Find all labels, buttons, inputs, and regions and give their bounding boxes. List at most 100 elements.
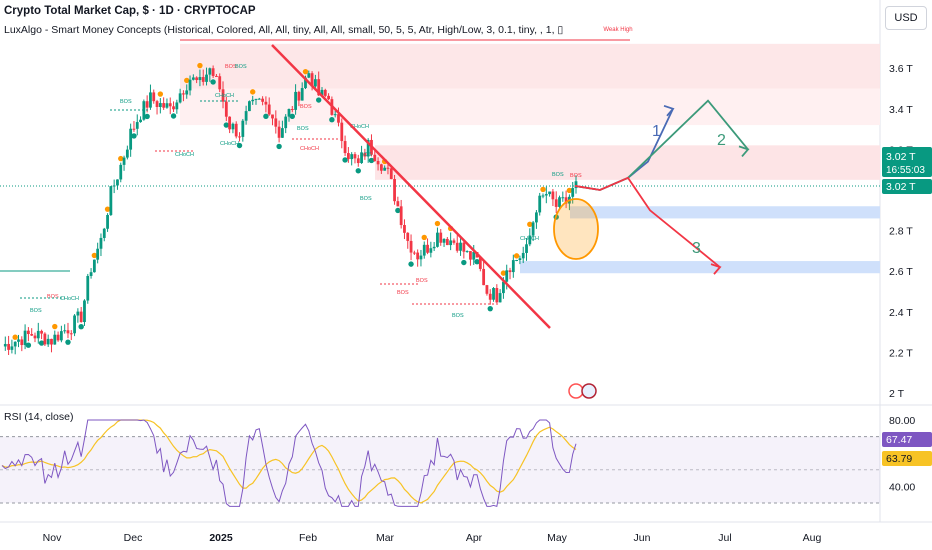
- candle: [33, 332, 37, 343]
- candle: [399, 199, 403, 229]
- candle: [152, 89, 156, 104]
- time-tick-label: Aug: [803, 532, 822, 544]
- swing-dot: [474, 258, 480, 265]
- swing-dot: [434, 220, 441, 227]
- candle: [7, 335, 10, 356]
- swing-dot: [302, 68, 309, 75]
- candle: [132, 121, 136, 132]
- structure-label: BOS: [300, 104, 312, 110]
- candle: [554, 191, 558, 214]
- candle: [261, 96, 265, 106]
- scenario-label: 2: [717, 132, 726, 149]
- candle: [139, 116, 142, 123]
- demand-highlight-ellipse: [553, 198, 599, 260]
- swing-dot: [263, 113, 269, 120]
- rsi-ma-value: 63.79: [886, 453, 912, 465]
- us-flag-icon: [581, 383, 597, 399]
- candle: [40, 329, 43, 340]
- indicator-legend[interactable]: LuxAlgo - Smart Money Concepts (Historic…: [4, 24, 564, 36]
- downtrend-line: [271, 44, 551, 329]
- candle: [109, 185, 113, 217]
- candle: [191, 74, 195, 81]
- candle: [360, 145, 363, 164]
- swing-dot: [368, 157, 375, 164]
- candle: [439, 229, 443, 246]
- swing-dot: [38, 340, 45, 346]
- swing-dot: [197, 62, 203, 69]
- swing-dot: [500, 270, 507, 276]
- swing-dot: [65, 339, 71, 345]
- swing-dot: [25, 342, 32, 348]
- candle: [551, 188, 555, 207]
- time-tick-label: May: [547, 532, 568, 544]
- swing-dot: [289, 113, 295, 120]
- swing-dot: [566, 187, 573, 194]
- candle: [172, 101, 175, 113]
- swing-dot: [52, 323, 58, 330]
- time-tick-label: 2025: [209, 532, 233, 544]
- currency-button[interactable]: USD: [885, 6, 927, 30]
- swing-dot: [250, 89, 256, 95]
- candle: [531, 220, 535, 242]
- candle: [102, 227, 106, 242]
- structure-label: BOS: [120, 99, 132, 105]
- candle: [462, 239, 466, 259]
- swing-dot: [170, 113, 177, 119]
- candle: [149, 84, 152, 110]
- swing-dot: [276, 143, 282, 150]
- candle: [125, 145, 129, 160]
- candle: [495, 284, 499, 304]
- time-tick-label: Mar: [376, 532, 395, 544]
- candle: [396, 196, 400, 207]
- candle: [294, 84, 297, 115]
- candle: [386, 164, 390, 175]
- candle: [221, 81, 225, 109]
- candle: [195, 76, 199, 84]
- structure-label: CHoCH: [350, 124, 369, 130]
- candle: [198, 69, 202, 87]
- candle: [112, 179, 116, 194]
- time-tick-label: Nov: [43, 532, 62, 544]
- candle: [561, 191, 565, 202]
- swing-dot: [513, 253, 520, 259]
- candle: [287, 108, 291, 122]
- candle: [472, 244, 476, 265]
- price-tag-value: 3.02 T: [886, 151, 916, 163]
- candle: [459, 236, 462, 256]
- weak-high-label: Weak High: [603, 27, 632, 33]
- swing-dot: [78, 324, 84, 330]
- candle: [182, 90, 185, 102]
- structure-label: BOS: [360, 152, 372, 158]
- structure-label: BOS: [570, 173, 582, 179]
- swing-dot: [527, 221, 533, 228]
- candle: [17, 334, 20, 348]
- rsi-tick-label: 80.00: [889, 415, 915, 427]
- candle: [79, 306, 83, 323]
- candle: [445, 236, 449, 246]
- structure-label: BOS: [30, 308, 42, 314]
- price-tick-label: 3.6 T: [889, 63, 913, 75]
- candle: [274, 110, 278, 134]
- candle: [218, 73, 222, 93]
- candle: [412, 250, 416, 256]
- rsi-title[interactable]: RSI (14, close): [4, 411, 74, 423]
- swing-dot: [236, 142, 243, 149]
- candle: [20, 336, 24, 352]
- price-tag: [882, 147, 932, 177]
- structure-label: CHoCH: [520, 236, 539, 242]
- candle: [528, 228, 532, 247]
- candle: [168, 97, 172, 115]
- last-price-tag: [882, 179, 932, 194]
- candle: [99, 233, 103, 257]
- candle: [201, 69, 205, 86]
- candle: [307, 70, 311, 79]
- candle: [188, 75, 192, 96]
- candle: [379, 163, 383, 174]
- candle: [544, 186, 548, 204]
- scenario-path: [574, 176, 721, 268]
- candle: [281, 120, 284, 138]
- candle: [518, 255, 522, 265]
- candle: [23, 324, 27, 350]
- candle: [92, 259, 96, 273]
